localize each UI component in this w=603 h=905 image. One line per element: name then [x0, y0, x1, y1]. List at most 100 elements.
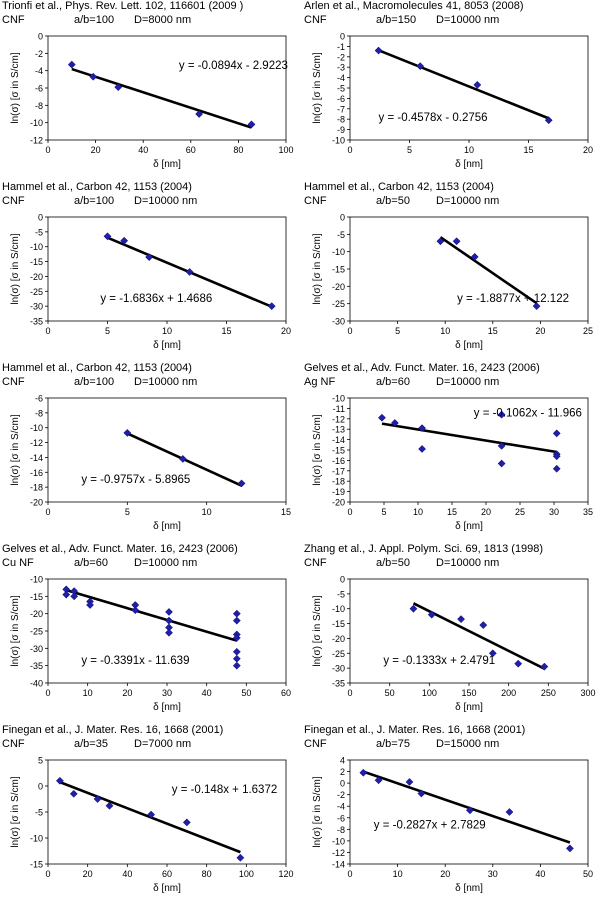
y-tick-label: -10	[332, 836, 345, 846]
y-tick-label: -35	[30, 317, 43, 327]
y-tick-label: -6	[35, 394, 43, 404]
y-tick-label: -2	[337, 790, 345, 800]
y-tick-label: 0	[340, 32, 345, 42]
data-point	[182, 818, 191, 827]
chart-panel: Hammel et al., Carbon 42, 1153 (2004) CNF…	[302, 181, 603, 362]
y-tick-label: -18	[30, 483, 43, 493]
data-point	[374, 776, 383, 785]
data-point	[237, 479, 246, 488]
data-point	[374, 46, 383, 55]
y-tick-label: -14	[332, 860, 345, 870]
x-tick-label: 10	[202, 507, 212, 517]
chart-title: Gelves et al., Adv. Funct. Mater. 16, 24…	[2, 543, 238, 555]
trendline-equation: y = -0.1333x + 2.4791	[383, 655, 495, 667]
data-point	[409, 604, 418, 613]
y-tick-label: -10	[30, 118, 43, 128]
trendline-equation: y = -0.1062x - 11.966	[474, 408, 582, 420]
x-tick-label: 40	[138, 145, 148, 155]
x-tick-label: 5	[125, 507, 130, 517]
y-tick-label: -7	[337, 104, 345, 114]
data-point	[247, 120, 256, 129]
plot-frame	[47, 397, 287, 503]
y-tick-label: -15	[30, 592, 43, 602]
data-point	[418, 445, 427, 453]
y-tick-label: -12	[332, 848, 345, 858]
data-point	[232, 661, 241, 670]
chart-title: Arlen et al., Macromolecules 41, 8053 (2…	[304, 0, 524, 12]
material-label: CNF	[2, 195, 25, 207]
aspect-ratio-label: a/b=100	[74, 14, 115, 26]
aspect-ratio-label: a/b=100	[74, 195, 115, 207]
x-tick-label: 50	[583, 869, 593, 879]
diameter-label: D=7000 nm	[134, 738, 192, 750]
chart-subtitle: CNF a/b=150 D=10000 nm	[304, 14, 536, 26]
chart-svg: 0-5-10-15-20-25-300 5 10 15 20 25δ [nm]ln(σ) …	[312, 213, 593, 352]
x-tick-label: 5	[381, 507, 386, 517]
y-tick-label: 0	[340, 575, 345, 585]
x-axis-label: δ [nm]	[455, 521, 483, 532]
diameter-label: D=15000 nm	[436, 738, 500, 750]
trendline	[362, 770, 571, 844]
y-tick-label: -14	[332, 435, 345, 445]
x-axis-label: δ [nm]	[455, 340, 483, 351]
material-label: CNF	[2, 14, 25, 26]
y-tick-label: -25	[332, 299, 345, 309]
chart-subtitle: CNF a/b=100 D=8000 nm	[2, 14, 234, 26]
material-label: CNF	[304, 195, 327, 207]
data-point	[69, 789, 78, 798]
chart-panel: Arlen et al., Macromolecules 41, 8053 (2…	[302, 0, 603, 181]
x-tick-label: 30	[488, 869, 498, 879]
y-tick-label: -18	[332, 477, 345, 487]
chart-panel: Zhang et al., J. Appl. Polym. Sci. 69, 1…	[302, 543, 603, 724]
data-point	[232, 609, 241, 618]
data-point	[89, 72, 98, 81]
x-axis-label: δ [nm]	[455, 883, 483, 894]
data-point	[359, 768, 368, 777]
y-tick-label: -12	[30, 136, 43, 146]
material-label: Ag NF	[304, 376, 336, 388]
data-point	[552, 452, 561, 461]
x-tick-label: 15	[447, 507, 457, 517]
y-tick-label: -20	[30, 272, 43, 282]
y-tick-label: -10	[30, 575, 43, 585]
material-label: CNF	[2, 376, 25, 388]
y-tick-label: -10	[332, 604, 345, 614]
x-tick-label: 20	[281, 326, 291, 336]
chart-panel: Gelves et al., Adv. Funct. Mater. 16, 24…	[0, 543, 301, 724]
y-tick-label: -25	[30, 287, 43, 297]
trendline-equation: y = -0.2827x + 2.7829	[374, 819, 486, 831]
y-tick-label: -14	[30, 453, 43, 463]
y-tick-label: 4	[340, 756, 345, 766]
y-tick-label: -15	[332, 265, 345, 275]
data-point	[86, 601, 95, 609]
y-tick-label: -30	[30, 644, 43, 654]
plot-frame	[349, 35, 589, 141]
x-tick-label: 0	[347, 507, 352, 517]
data-point	[497, 410, 506, 419]
trendline	[412, 602, 545, 670]
data-point	[93, 795, 102, 803]
y-tick-label: -10	[30, 423, 43, 433]
y-tick-label: -40	[30, 679, 43, 689]
chart-subtitle: CNF a/b=50 D=10000 nm	[304, 195, 536, 207]
x-tick-label: 60	[162, 869, 172, 879]
y-tick-label: -11	[333, 404, 345, 414]
trendline-equation: y = -0.0894x - 2.9223	[179, 60, 288, 72]
x-tick-label: 0	[45, 145, 50, 155]
chart-title: Finegan et al., J. Mater. Res. 16, 1668 …	[304, 724, 526, 736]
y-tick-label: -16	[332, 456, 345, 466]
material-label: CNF	[304, 738, 327, 750]
x-axis-label: δ [nm]	[153, 883, 181, 894]
y-tick-label: -19	[332, 487, 345, 497]
data-point	[405, 778, 414, 786]
data-point	[505, 808, 514, 816]
data-point	[120, 236, 129, 245]
chart-subtitle: Ag NF a/b=60 D=10000 nm	[304, 376, 536, 388]
data-point	[532, 302, 541, 311]
y-tick-label: -3	[337, 63, 345, 73]
data-point	[165, 628, 173, 637]
x-tick-label: 80	[233, 145, 243, 155]
data-point	[565, 844, 574, 853]
x-tick-label: 20	[583, 145, 593, 155]
